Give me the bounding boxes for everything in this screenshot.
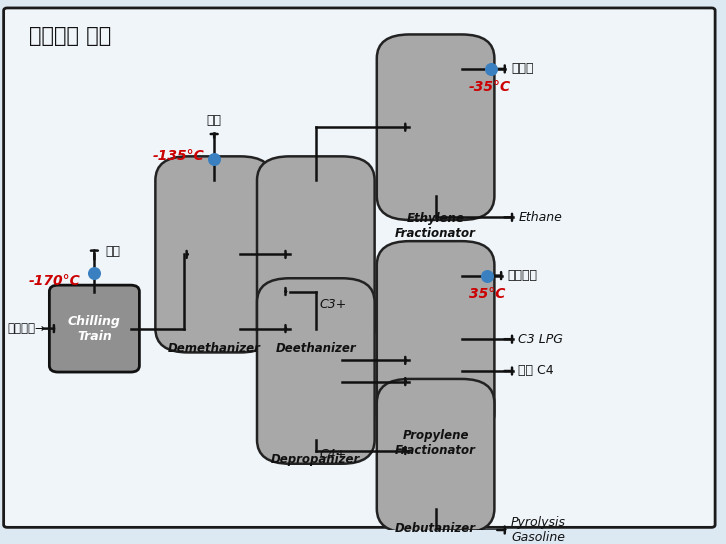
FancyBboxPatch shape [377,379,494,533]
Text: 혼합 C4: 혼합 C4 [518,364,554,378]
Text: Propylene
Fractionator: Propylene Fractionator [395,429,476,458]
Text: Debutanizer: Debutanizer [395,522,476,535]
FancyBboxPatch shape [155,156,273,353]
Text: 압축가스 분리: 압축가스 분리 [29,27,111,46]
FancyBboxPatch shape [257,156,375,353]
Text: 35°C: 35°C [469,287,505,301]
FancyBboxPatch shape [377,241,494,437]
Text: -135°C: -135°C [152,150,204,163]
Text: 메탄: 메탄 [207,114,221,127]
Text: -170°C: -170°C [29,274,81,288]
Point [89,269,100,277]
Text: Chilling
Train: Chilling Train [68,314,121,343]
FancyBboxPatch shape [257,278,375,463]
Text: Deethanizer: Deethanizer [275,342,356,355]
FancyBboxPatch shape [4,8,715,527]
Text: 수소: 수소 [105,245,121,258]
Text: C3+: C3+ [319,298,347,311]
Text: C3 LPG: C3 LPG [518,333,563,345]
Text: 프로필렌: 프로필렌 [507,269,537,282]
Text: Depropanizer: Depropanizer [272,453,360,466]
Text: 에틸렌: 에틸렌 [511,63,534,76]
Point [485,65,497,73]
Point [481,271,493,280]
Text: Pyrolysis
Gasoline: Pyrolysis Gasoline [511,516,566,544]
FancyBboxPatch shape [377,34,494,220]
Text: -35°C: -35°C [469,81,511,95]
Point [208,154,220,163]
FancyBboxPatch shape [49,285,139,372]
Text: Ethane: Ethane [518,211,562,224]
Text: 압축가스→: 압축가스→ [7,322,45,335]
Text: Demethanizer: Demethanizer [168,342,261,355]
Text: Ethylene
Fractionator: Ethylene Fractionator [395,212,476,240]
Text: C4+: C4+ [319,448,347,461]
